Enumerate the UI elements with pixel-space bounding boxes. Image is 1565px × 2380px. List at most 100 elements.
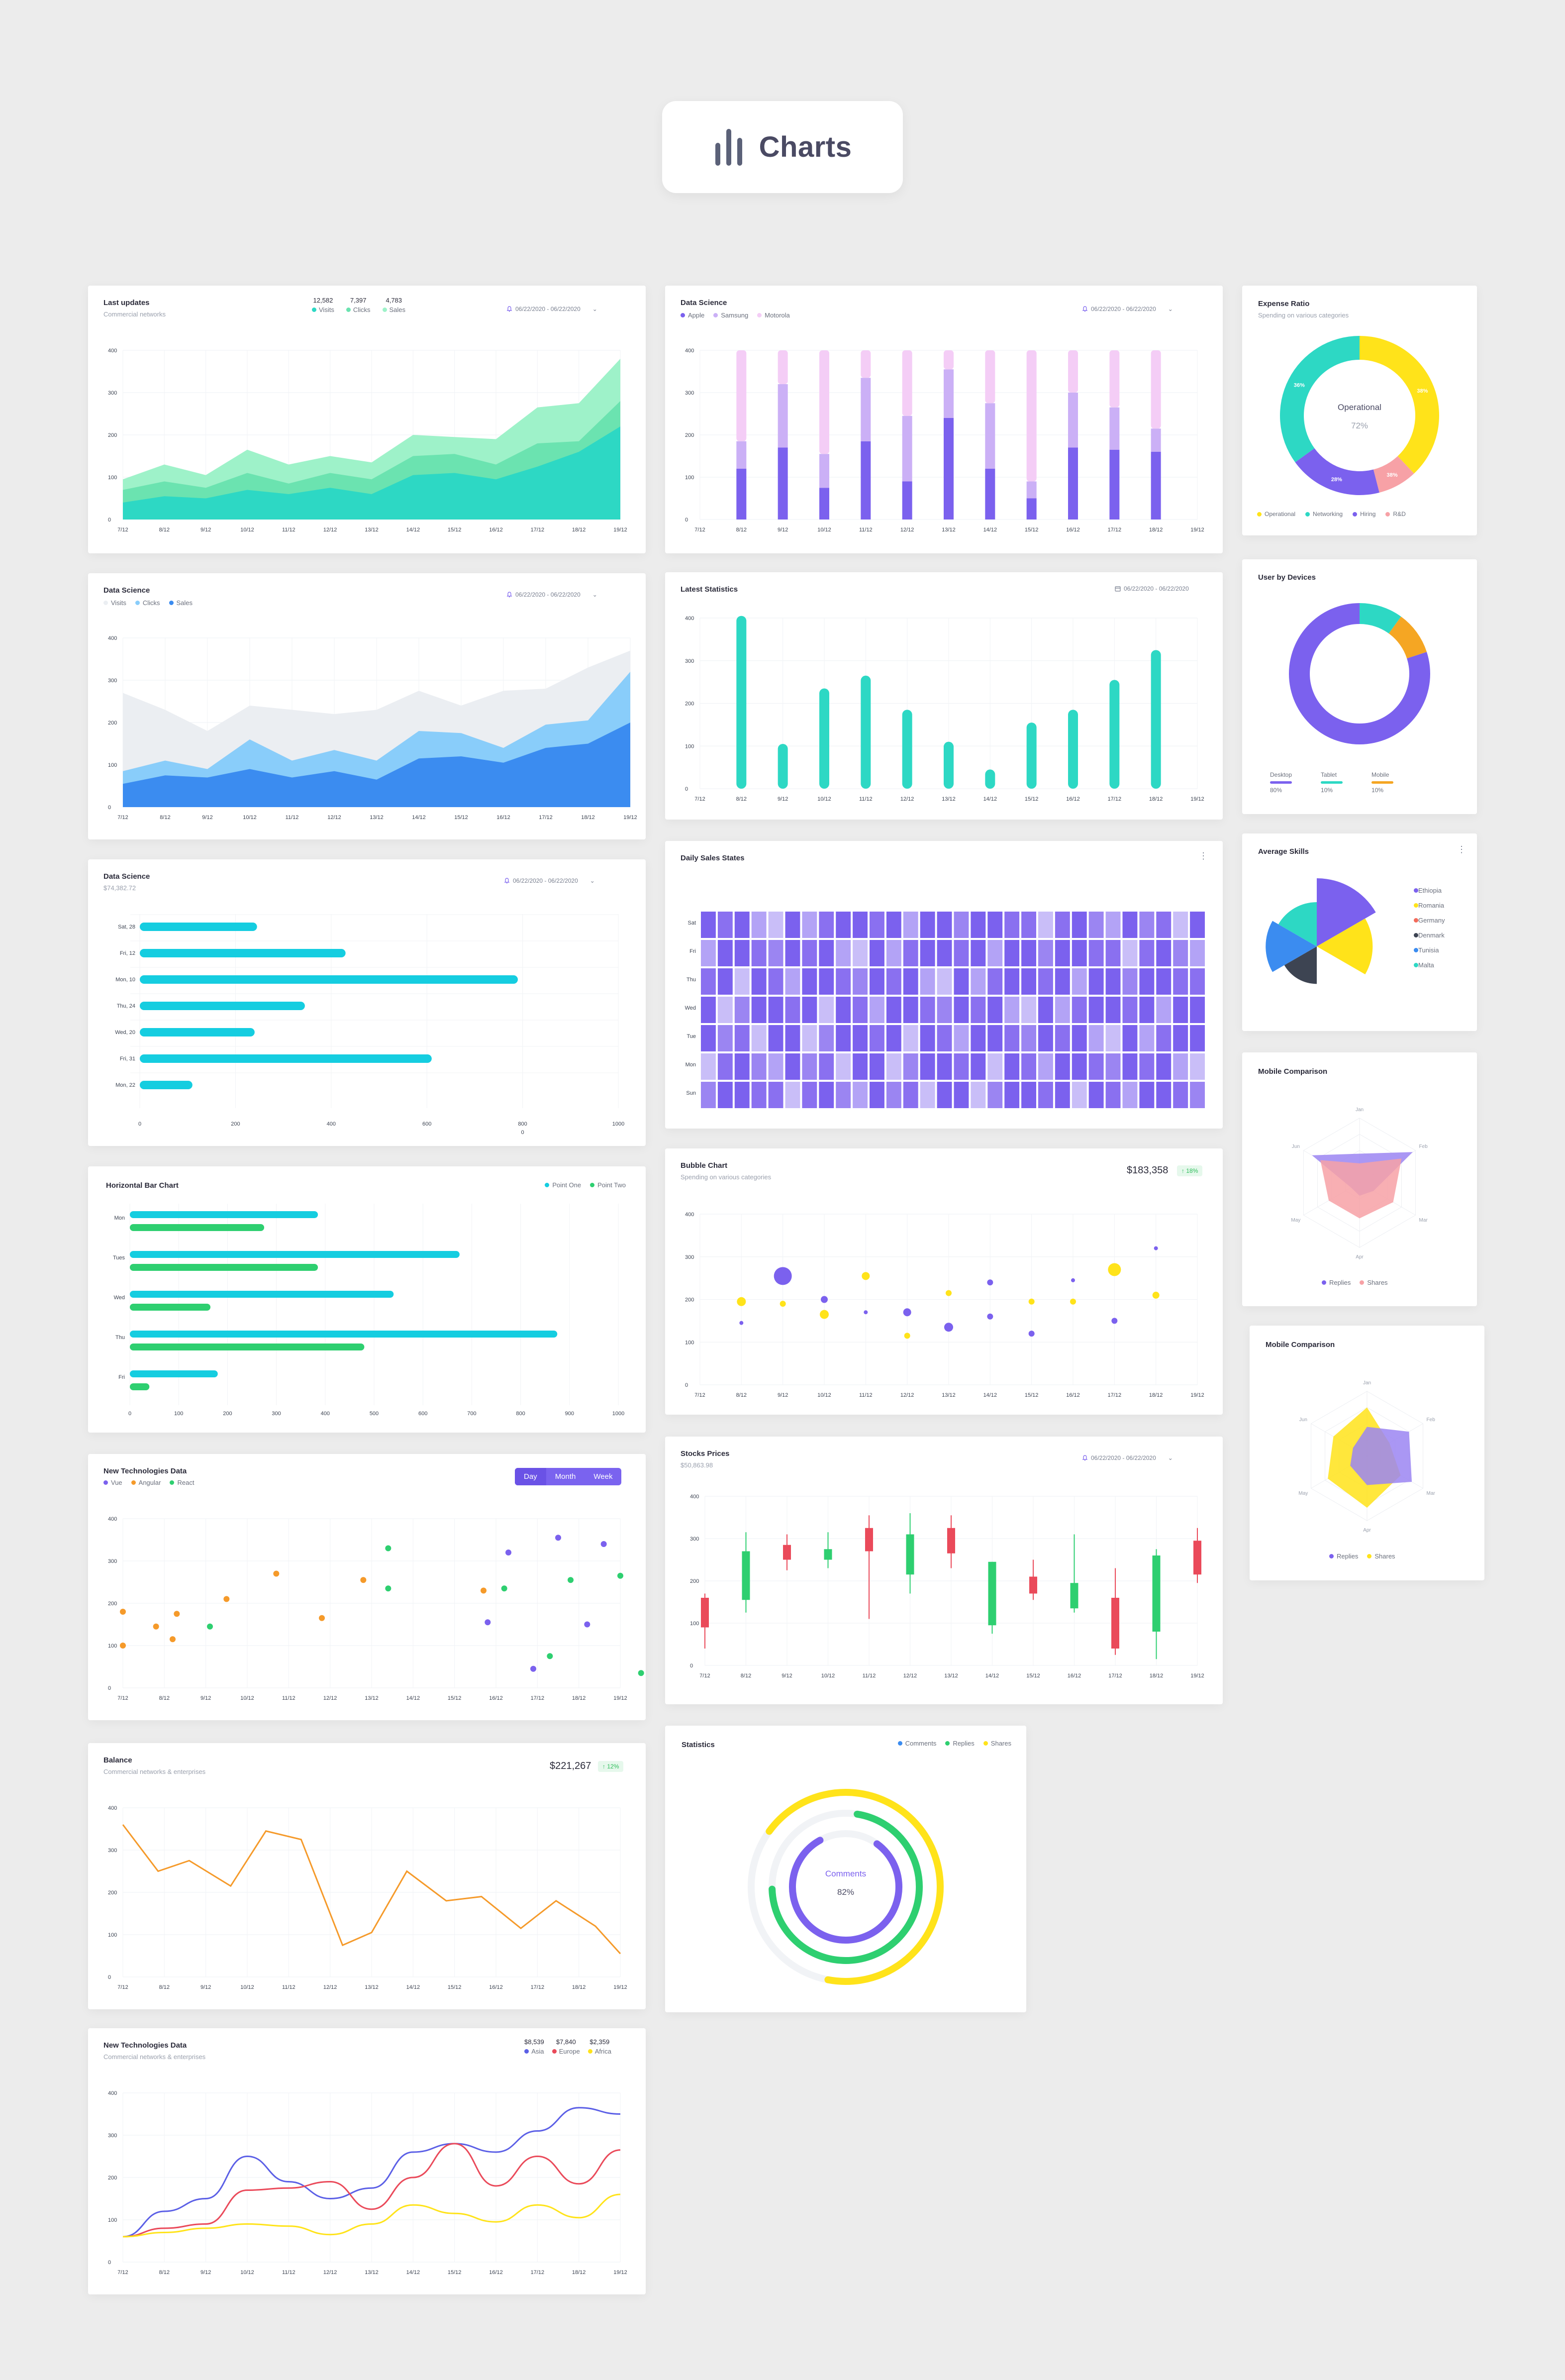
heatmap-cell (717, 1025, 733, 1051)
donut-chart: 38% 38% 28% 36% (1280, 336, 1439, 495)
stat-value: $2,359 (589, 2038, 610, 2046)
heatmap-cell (819, 997, 834, 1023)
chart-legend: Replies Shares (1322, 1279, 1388, 1286)
scatter-point (153, 1623, 159, 1630)
candle-body (1152, 1555, 1161, 1632)
legend-swatch (1305, 512, 1310, 517)
x-tick-label: 8/12 (736, 527, 747, 533)
bar (130, 1383, 150, 1390)
heatmap-cell (1122, 1053, 1138, 1080)
heatmap-cell (1038, 940, 1053, 966)
date-range-picker[interactable]: 06/22/2020 - 06/22/2020 ⌄ (506, 591, 597, 598)
date-range-picker[interactable]: 06/22/2020 - 06/22/2020 ⌄ (1082, 306, 1173, 312)
heatmap-cell (1055, 912, 1070, 938)
legend-item: Romania (1414, 902, 1445, 909)
bar (1151, 650, 1161, 789)
y-tick-label: 300 (685, 390, 694, 396)
bar (140, 1002, 305, 1010)
x-tick-label: 10/12 (240, 527, 254, 533)
bubble (1028, 1298, 1035, 1305)
heatmap-cell (1072, 1082, 1087, 1108)
heatmap-cell (870, 997, 884, 1023)
x-tick-label: 0 (128, 1411, 131, 1417)
polar-slice (1284, 946, 1317, 984)
bar-segment (778, 350, 788, 384)
x-tick-label: 18/12 (1149, 796, 1163, 802)
y-tick-label: 0 (690, 1663, 693, 1669)
line-chart: 0 100 200 300 400 7/12 8/12 9/12 10/12 11/12 12/12… (108, 2090, 627, 2276)
heatmap-cell (1105, 912, 1121, 938)
legend-swatch (103, 601, 108, 605)
x-tick-label: 8/12 (736, 796, 747, 802)
x-tick-label: 13/12 (370, 815, 384, 821)
x-tick-label: 13/12 (365, 527, 379, 533)
x-tick-label: 15/12 (448, 1984, 462, 1990)
heatmap-cell (802, 997, 817, 1023)
y-tick-label: 200 (108, 720, 117, 726)
tab-day[interactable]: Day (515, 1468, 546, 1485)
area-visits (123, 426, 620, 519)
ring-replies (769, 1810, 923, 1964)
y-tick-label: Thu, 24 (117, 1003, 135, 1009)
tab-week[interactable]: Week (593, 1472, 613, 1481)
legend-swatch (590, 1183, 595, 1187)
stocks-prices-card: Stocks Prices $50,863.98 06/22/2020 - 06… (665, 1437, 1223, 1704)
polar-slice (1317, 918, 1373, 975)
legend-item: Comments (897, 1740, 936, 1747)
x-tick-label: 16/12 (489, 2270, 503, 2276)
y-tick-label: 100 (685, 475, 694, 481)
heatmap-cell (802, 940, 817, 966)
heatmap-cell (870, 912, 884, 938)
legend-value: 10% (1371, 787, 1384, 794)
date-range-picker[interactable]: 06/22/2020 - 06/22/2020 (1115, 585, 1189, 592)
bar-segment (902, 481, 912, 519)
stats-summary: 12,582 Visits 7,397 Clicks 4,783 Sales (312, 297, 405, 313)
y-tick-label: Wed (114, 1295, 125, 1301)
x-tick-label: 17/12 (1108, 1392, 1122, 1398)
bar-segment (778, 447, 788, 519)
x-tick-label: 8/12 (741, 1673, 751, 1679)
candle-body (742, 1551, 750, 1600)
scatter-point (207, 1623, 213, 1630)
date-range-picker[interactable]: 06/22/2020 - 06/22/2020 ⌄ (504, 877, 595, 884)
date-range-text: 06/22/2020 - 06/22/2020 (1091, 1454, 1156, 1461)
heatmap-cell (751, 1082, 767, 1108)
bubble (944, 1323, 953, 1332)
more-options-icon[interactable]: ⋮ (1457, 844, 1466, 854)
x-tick-label: 10/12 (243, 815, 257, 821)
heatmap-cell (1072, 940, 1087, 966)
y-tick-label: 100 (108, 762, 117, 768)
heatmap-cell (971, 1025, 986, 1051)
donut-slice (1280, 336, 1360, 463)
x-tick-label: 9/12 (200, 1695, 211, 1701)
x-tick-label: 18/12 (1149, 527, 1163, 533)
tab-month[interactable]: Month (555, 1472, 576, 1481)
heatmap-cell (971, 912, 986, 938)
stat-label: Africa (587, 2048, 611, 2055)
legend-label: Operational (1265, 511, 1296, 517)
heatmap-cell (734, 968, 750, 995)
date-range-picker[interactable]: 06/22/2020 - 06/22/2020 ⌄ (506, 306, 597, 312)
legend-item: Tablet 10% (1321, 771, 1343, 794)
stat-item: $7,840 Europe (552, 2038, 580, 2055)
card-title: Data Science (681, 299, 727, 307)
x-tick-label: 18/12 (572, 1695, 586, 1701)
y-tick-label: 0 (685, 786, 688, 792)
chevron-down-icon: ⌄ (1168, 306, 1173, 312)
heatmap-cell (870, 1053, 884, 1080)
data-science-stacked-card: Data Science Apple Samsung Motorola 06/22/… (665, 286, 1223, 553)
radar-chart: Jan Feb Mar Apr May Jun (1298, 1380, 1435, 1533)
date-range-picker[interactable]: 06/22/2020 - 06/22/2020 ⌄ (1082, 1454, 1173, 1461)
x-tick-label: 11/12 (863, 1673, 876, 1679)
more-options-icon[interactable]: ⋮ (1199, 851, 1208, 861)
heatmap-cell (819, 940, 834, 966)
heatmap-cell (802, 912, 817, 938)
center-value: 82% (837, 1887, 855, 1897)
heatmap-cell (954, 1053, 969, 1080)
x-tick-label: 10/12 (240, 2270, 254, 2276)
y-tick-label: 100 (690, 1621, 699, 1627)
legend-label: Hiring (1360, 511, 1376, 517)
legend-swatch (170, 1480, 175, 1485)
legend-item: Visits (103, 599, 126, 607)
heatmap-cell (1139, 997, 1155, 1023)
